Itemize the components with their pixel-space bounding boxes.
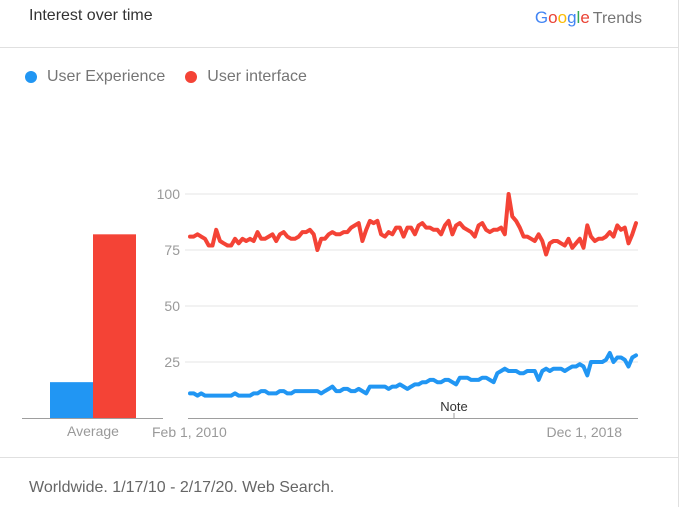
- average-bars[interactable]: [50, 234, 136, 418]
- y-tick-label: 100: [157, 186, 181, 202]
- legend-item-user-interface[interactable]: User interface: [185, 68, 307, 86]
- footer-caption: Worldwide. 1/17/10 - 2/17/20. Web Search…: [29, 479, 335, 496]
- legend-label: User interface: [207, 68, 307, 85]
- average-label: Average: [67, 423, 119, 439]
- chart-series[interactable]: [188, 192, 638, 398]
- x-tick-label-start: Feb 1, 2010: [152, 424, 227, 440]
- y-tick-label: 25: [164, 354, 180, 370]
- legend-item-user-experience[interactable]: User Experience: [25, 68, 165, 86]
- x-tick-label-end: Dec 1, 2018: [547, 424, 623, 440]
- google-trends-logo: Google Trends: [535, 8, 642, 28]
- average-bar-user-experience[interactable]: [50, 382, 93, 418]
- chart-gridlines: [22, 193, 638, 419]
- y-tick-label: 75: [164, 242, 180, 258]
- series-line-user-experience[interactable]: [188, 351, 638, 398]
- axis-labels: 25 50 75 100 Average Feb 1, 2010 Dec 1, 2018 No…: [67, 186, 622, 440]
- average-bar-user-interface[interactable]: [93, 234, 136, 418]
- series-line-user-interface[interactable]: [188, 192, 638, 257]
- footer-divider: [0, 457, 678, 458]
- card-title: Interest over time: [29, 7, 153, 24]
- y-tick-label: 50: [164, 298, 180, 314]
- trends-wordmark: Trends: [592, 10, 642, 27]
- note-annotation[interactable]: Note: [440, 399, 467, 414]
- legend-dot-icon: [185, 71, 198, 83]
- google-wordmark: Google: [534, 8, 590, 27]
- card-header: Interest over time Google Trends: [0, 0, 678, 48]
- legend-dot-icon: [25, 71, 37, 83]
- line-chart[interactable]: 25 50 75 100 Average Feb 1, 2010 Dec 1, 2018 No…: [0, 0, 680, 460]
- legend-label: User Experience: [47, 68, 166, 85]
- chart-legend: User Experience User interface: [25, 68, 327, 86]
